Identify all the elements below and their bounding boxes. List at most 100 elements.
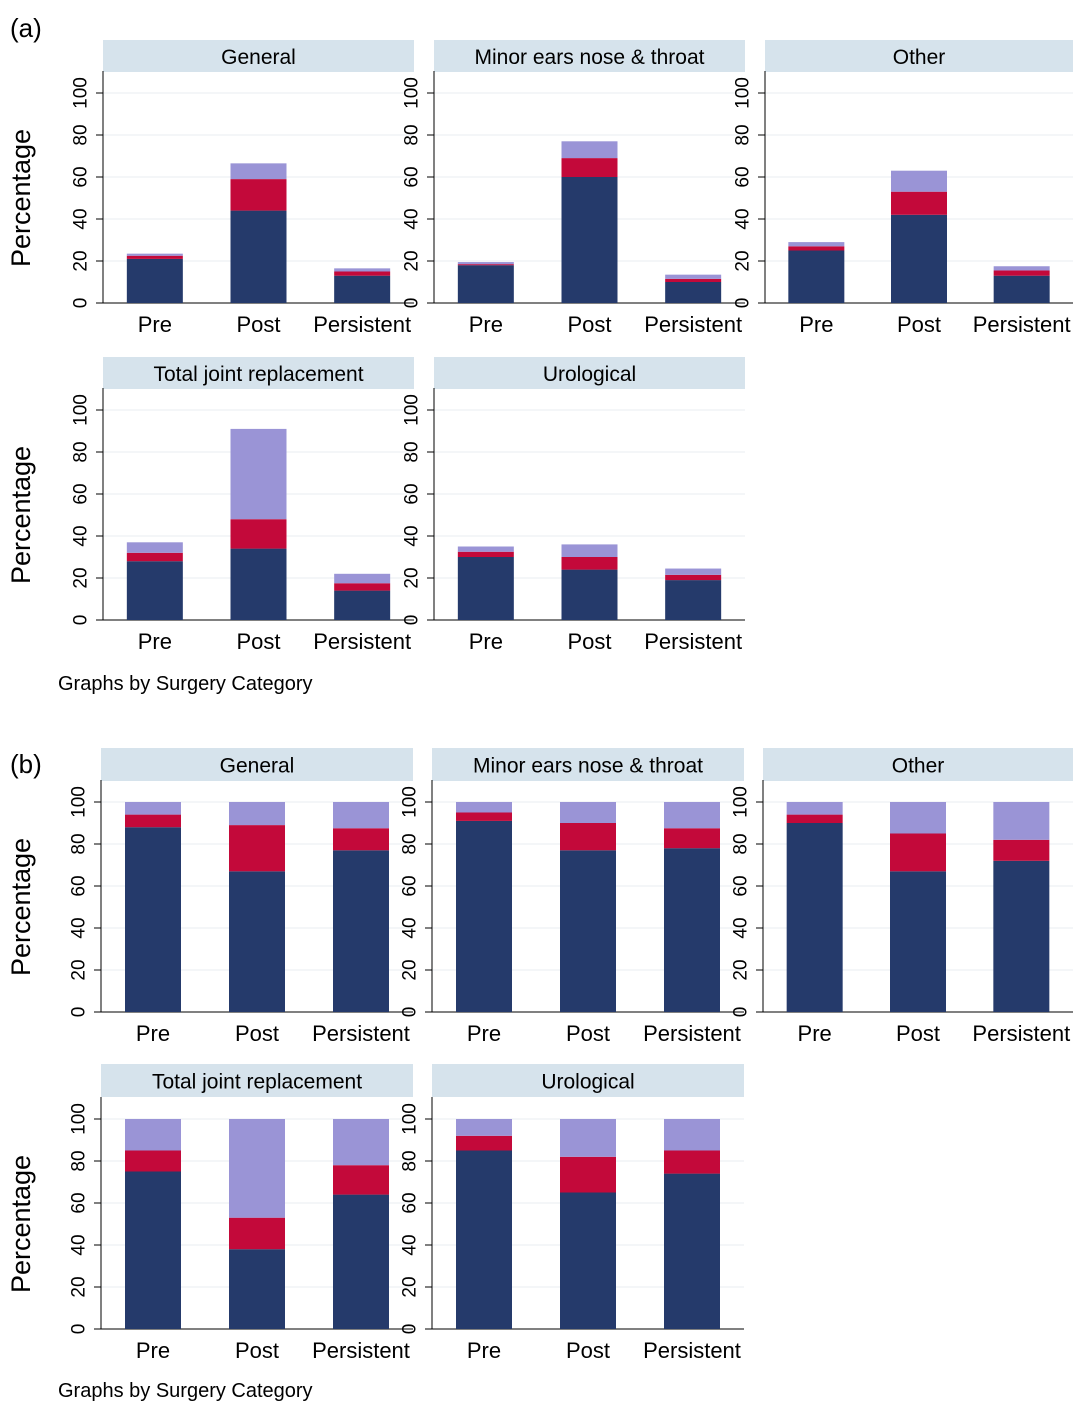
y-tick-label: 20	[733, 250, 754, 271]
y-tick-label: 40	[402, 525, 423, 546]
bar-persistent-lower	[993, 860, 1050, 1012]
bar-post-lower	[229, 871, 285, 1012]
facet-strip	[434, 40, 745, 72]
bar-pre-lower	[125, 827, 181, 1012]
bar-pre-lower	[457, 557, 514, 620]
y-tick-label: 40	[71, 525, 92, 546]
bar-persistent-lower	[665, 282, 722, 303]
figure-a: (a) General 0 20 40 60 80 100 Percentage Pre Post P…	[6, 13, 1073, 695]
bar-post-middle	[561, 158, 618, 177]
x-tick-label: Persistent	[972, 1021, 1070, 1046]
bar-persistent-lower	[664, 1173, 720, 1329]
x-tick-label: Persistent	[973, 312, 1071, 337]
bar-pre-lower	[457, 265, 514, 303]
bar-pre-middle	[786, 814, 843, 823]
bar-persistent-lower	[993, 275, 1050, 303]
bar-post-upper	[891, 170, 947, 192]
y-tick-label: 0	[402, 615, 423, 626]
bar-persistent-upper	[665, 568, 722, 575]
bar-post-upper	[560, 802, 616, 823]
bar-persistent-lower	[334, 275, 391, 303]
y-tick-label: 60	[69, 1192, 90, 1213]
bar-persistent-lower	[333, 1194, 389, 1329]
y-tick-label: 40	[731, 917, 752, 938]
y-tick-label: 40	[69, 1234, 90, 1255]
bar-persistent-upper	[993, 266, 1050, 271]
bar-post-middle	[890, 833, 946, 872]
y-tick-label: 80	[69, 833, 90, 854]
y-tick-label: 0	[400, 1007, 421, 1018]
bar-pre-lower	[126, 258, 183, 303]
facet-strip	[765, 40, 1073, 72]
x-tick-label: Post	[567, 312, 611, 337]
bar-pre-middle	[456, 812, 512, 821]
bar-post-middle	[229, 825, 285, 872]
y-tick-label: 80	[733, 124, 754, 145]
x-tick-label: Pre	[798, 1021, 832, 1046]
bar-pre-middle	[456, 1135, 512, 1151]
x-tick-label: Persistent	[312, 1338, 410, 1363]
bar-persistent-lower	[665, 580, 722, 620]
bar-pre-middle	[457, 264, 514, 266]
figure-b: (b) General 0 20 40 60 80 100 Percentage Pre Post P…	[6, 748, 1073, 1402]
x-tick-label: Pre	[138, 629, 172, 654]
bar-pre-upper	[125, 802, 181, 815]
bar-post-lower	[561, 569, 618, 620]
bar-pre-upper	[126, 253, 183, 256]
x-tick-label: Pre	[467, 1021, 501, 1046]
bar-post-middle	[229, 1217, 285, 1250]
bar-pre-lower	[125, 1171, 181, 1329]
bar-persistent-upper	[993, 802, 1050, 840]
facet-title: Minor ears nose & throat	[475, 46, 705, 69]
y-tick-label: 60	[733, 166, 754, 187]
y-tick-label: 80	[402, 124, 423, 145]
facet-title: Total joint replacement	[153, 363, 363, 386]
facet-title: Total joint replacement	[152, 1071, 362, 1094]
facet-strip	[103, 357, 414, 389]
facet-general: General 0 20 40 60 80 100 Percentage Pre Post Pers…	[6, 748, 413, 1046]
x-tick-label: Pre	[467, 1338, 501, 1363]
x-tick-label: Post	[566, 1021, 610, 1046]
bar-post-upper	[230, 428, 287, 520]
graphs-by-note: Graphs by Surgery Category	[58, 1380, 313, 1402]
bar-persistent-upper	[664, 1119, 720, 1151]
y-tick-label: 80	[71, 124, 92, 145]
x-tick-label: Persistent	[643, 1338, 741, 1363]
x-tick-label: Pre	[136, 1338, 170, 1363]
y-tick-label: 80	[400, 1150, 421, 1171]
y-tick-label: 80	[400, 833, 421, 854]
y-tick-label: 80	[71, 441, 92, 462]
y-tick-label: 100	[402, 77, 423, 109]
y-tick-label: 20	[400, 1276, 421, 1297]
y-tick-label: 20	[731, 959, 752, 980]
y-tick-label: 0	[402, 298, 423, 309]
x-tick-label: Persistent	[313, 629, 411, 654]
facet-other: Other 0 20 40 60 80 100 Pre Post Persistent	[733, 40, 1073, 337]
bar-persistent-upper	[334, 573, 391, 584]
facet-strip	[101, 748, 413, 781]
y-tick-label: 20	[69, 959, 90, 980]
bar-pre-lower	[786, 823, 843, 1012]
facet-strip	[101, 1064, 413, 1097]
x-tick-label: Persistent	[313, 312, 411, 337]
facet-strip	[432, 748, 744, 781]
y-tick-label: 60	[402, 483, 423, 504]
y-tick-label: 60	[400, 875, 421, 896]
bar-post-middle	[560, 823, 616, 851]
y-tick-label: 100	[71, 394, 92, 426]
bar-persistent-middle	[334, 583, 391, 591]
y-tick-label: 60	[69, 875, 90, 896]
y-tick-label: 0	[731, 1007, 752, 1018]
y-tick-label: 100	[400, 786, 421, 818]
facet-title: Other	[893, 46, 946, 69]
y-axis-title: Percentage	[6, 838, 36, 976]
y-tick-label: 40	[71, 208, 92, 229]
bar-pre-upper	[456, 1119, 512, 1136]
bar-post-middle	[560, 1156, 616, 1193]
bar-post-lower	[561, 177, 618, 303]
bar-pre-lower	[456, 1150, 512, 1329]
bar-pre-upper	[788, 242, 845, 247]
facet-strip	[432, 1064, 744, 1097]
y-tick-label: 60	[400, 1192, 421, 1213]
y-tick-label: 20	[402, 567, 423, 588]
